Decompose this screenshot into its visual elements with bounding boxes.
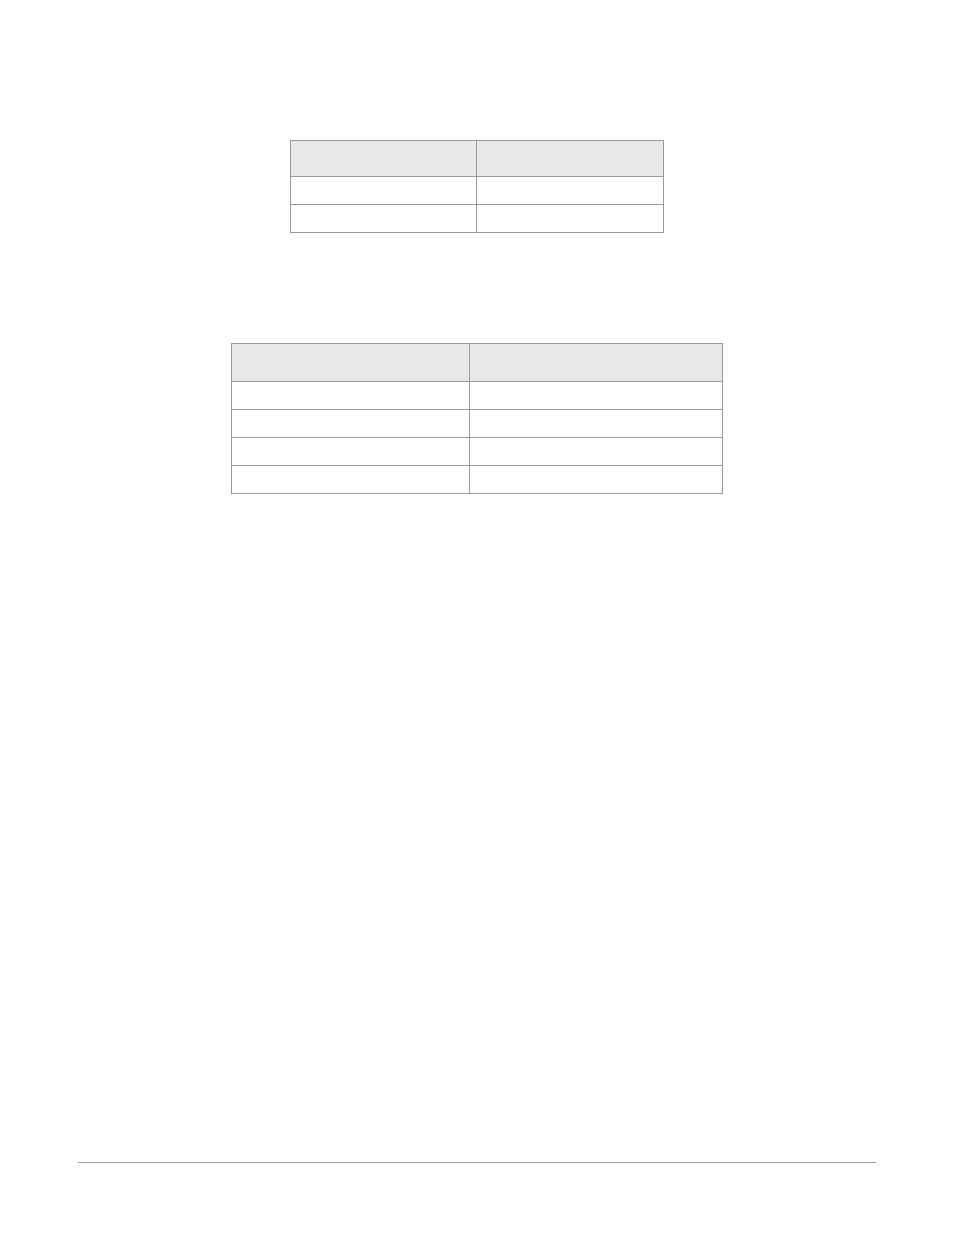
table-row [232, 344, 723, 382]
table-header-cell [232, 344, 470, 382]
table-cell [469, 382, 722, 410]
table-row [232, 466, 723, 494]
footer-rule [78, 1162, 876, 1163]
table-cell [232, 410, 470, 438]
table-2 [231, 343, 723, 494]
table-cell [469, 466, 722, 494]
table-cell [232, 466, 470, 494]
table-cell [232, 382, 470, 410]
table-cell [476, 205, 664, 233]
table-header-cell [469, 344, 722, 382]
table-header-cell [476, 141, 664, 177]
table-cell [469, 410, 722, 438]
table-row [232, 410, 723, 438]
table-cell [232, 438, 470, 466]
tables-container [230, 140, 724, 494]
table-row [291, 141, 664, 177]
table-row [232, 438, 723, 466]
table-row [291, 177, 664, 205]
page-content [0, 0, 954, 494]
table-row [291, 205, 664, 233]
table-1 [290, 140, 664, 233]
table-cell [291, 205, 477, 233]
table-row [232, 382, 723, 410]
table-cell [476, 177, 664, 205]
table-cell [291, 177, 477, 205]
table-cell [469, 438, 722, 466]
table-header-cell [291, 141, 477, 177]
